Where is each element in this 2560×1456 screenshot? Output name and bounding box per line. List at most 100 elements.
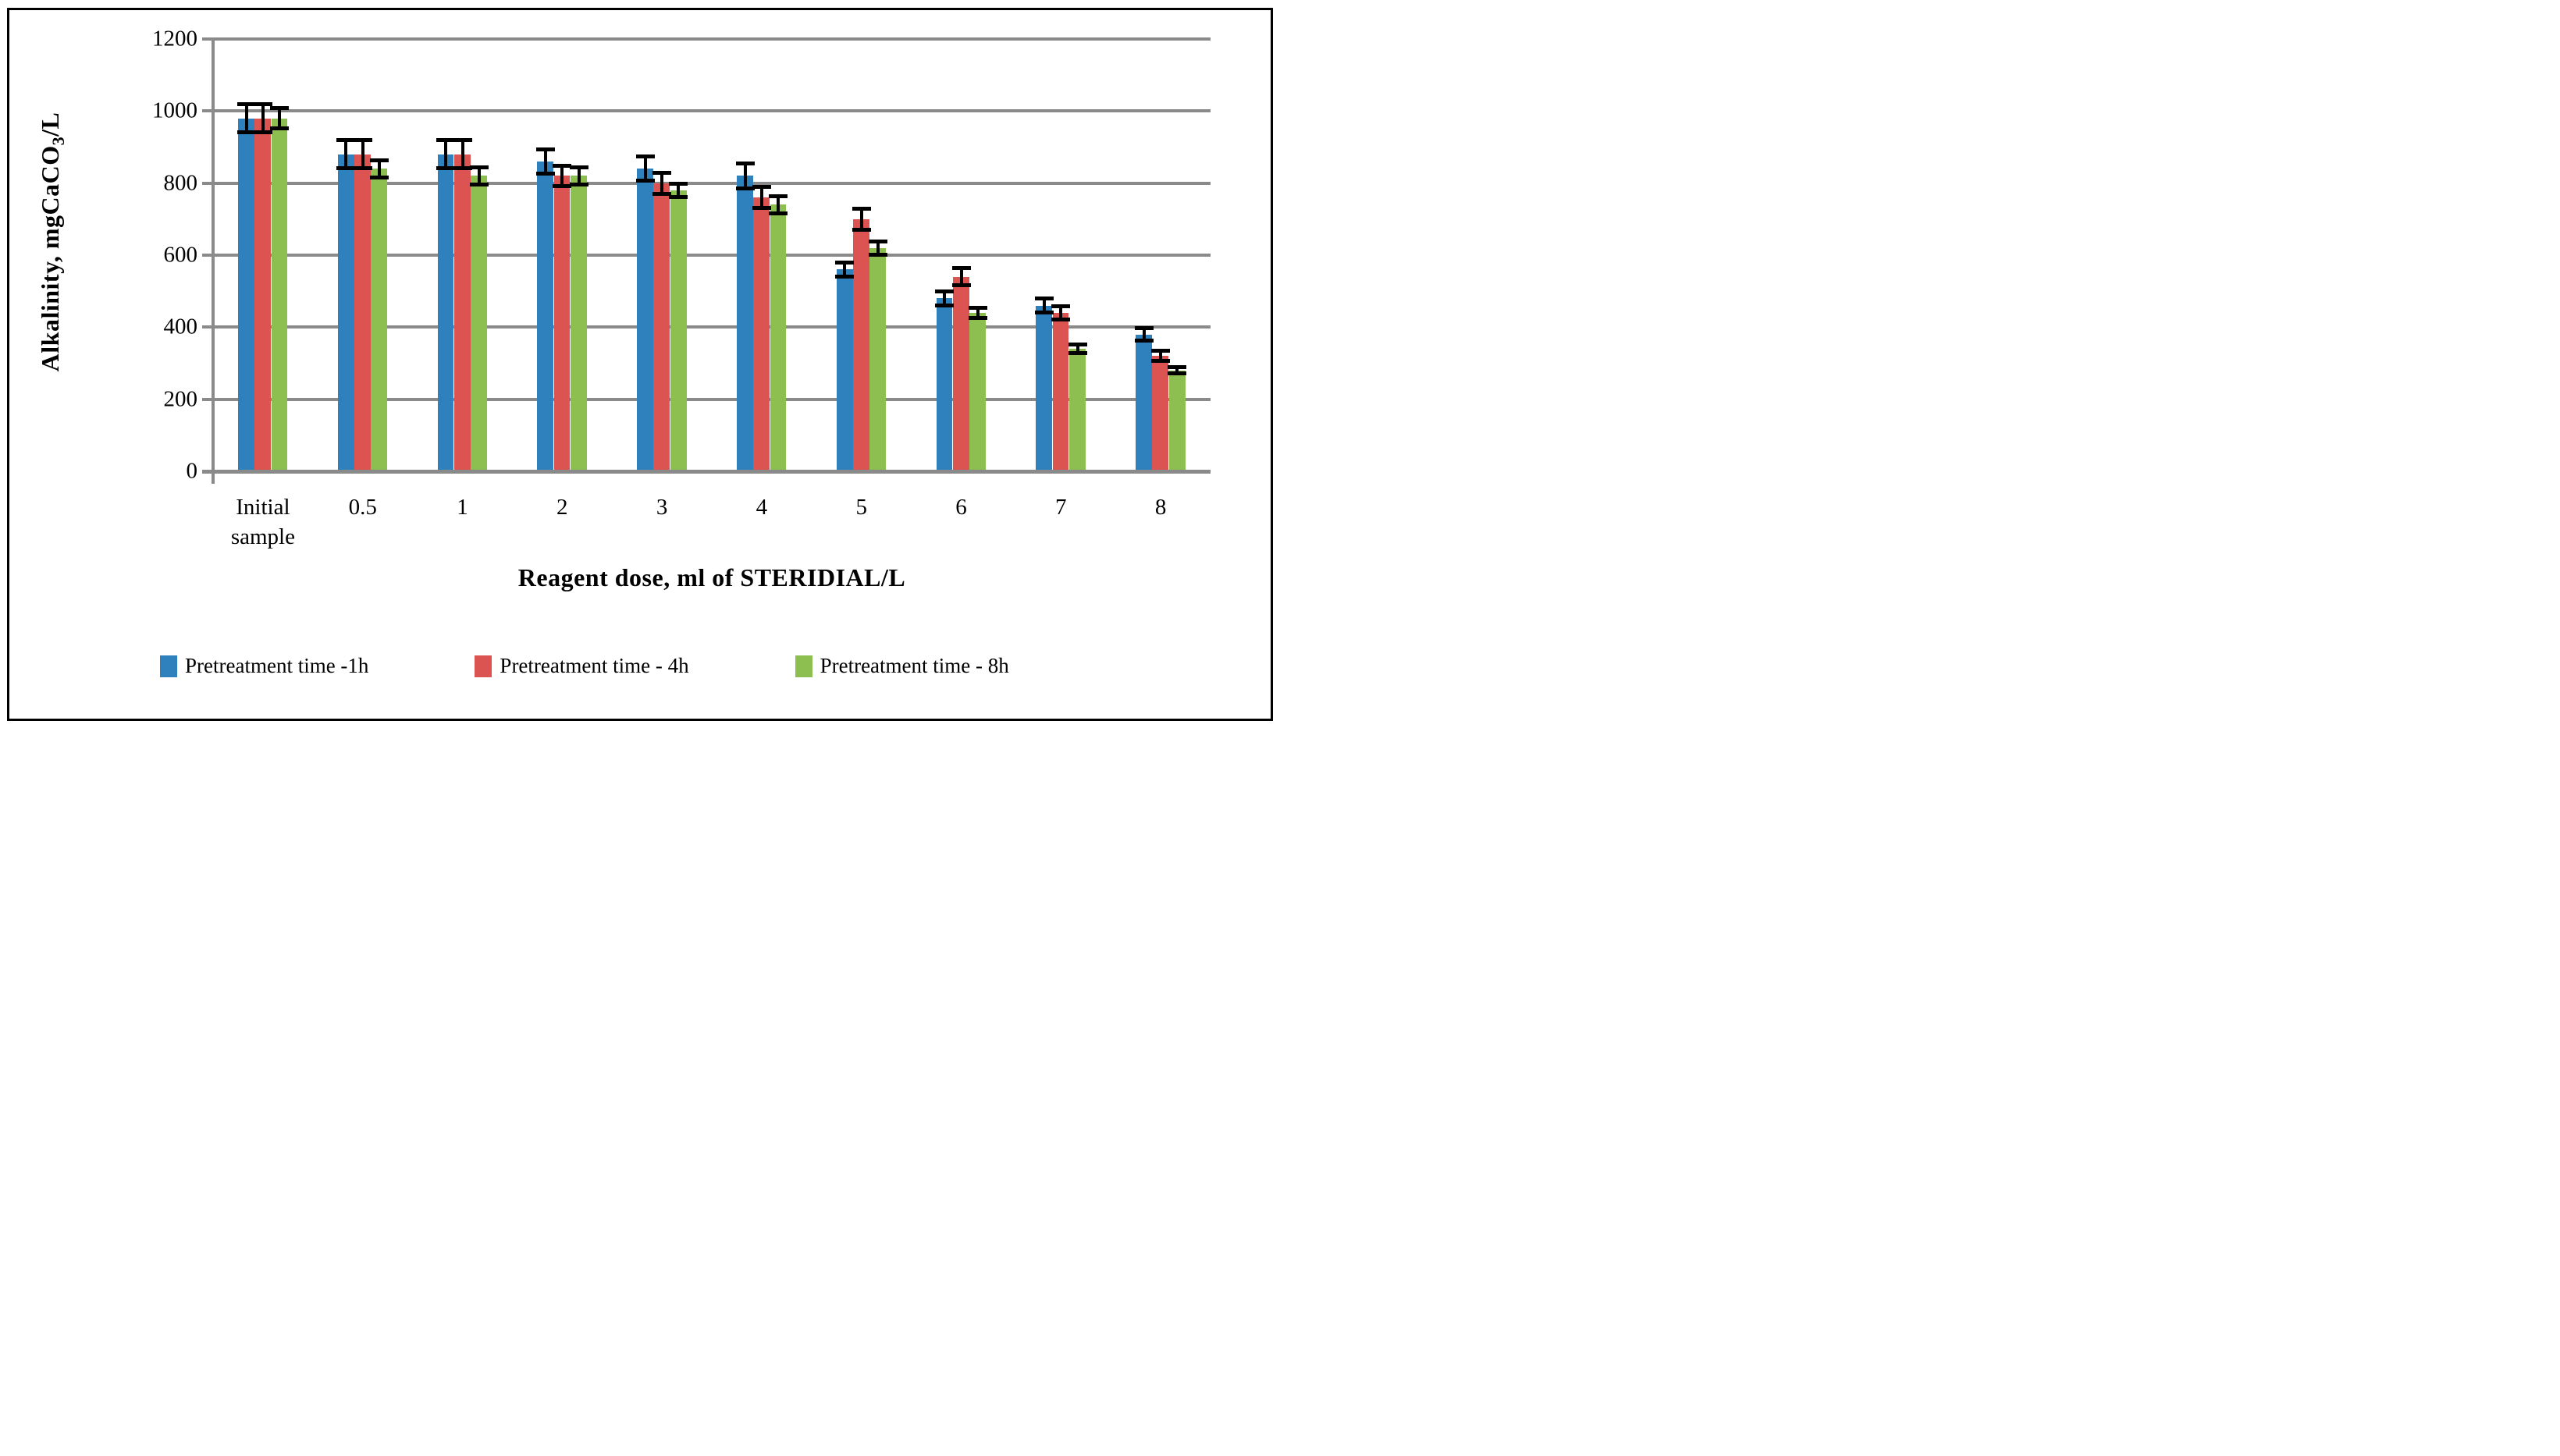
errorbar-s2-5-cap-bottom [852,227,871,232]
errorbar-s1-7-stem [1043,298,1046,313]
bar-s1-6 [936,298,953,471]
errorbar-s2-3-stem [660,172,664,194]
legend-swatch-2 [475,655,492,677]
errorbar-s1-3-cap-top [635,154,655,159]
legend-item-2: Pretreatment time - 4h [475,654,689,678]
errorbar-s2-6-cap-top [951,266,971,271]
errorbar-s1-0.5-cap-bottom [336,166,356,171]
errorbar-s2-6-stem [959,268,963,286]
legend-swatch-3 [795,655,812,677]
y-tick-label-800: 800 [163,170,198,196]
bar-s3-6 [969,312,986,471]
x-tick-label-0.5: 0.5 [348,495,377,520]
errorbar-s1-5-cap-top [835,261,855,265]
gridline-y-200 [202,397,1211,401]
legend-item-1: Pretreatment time -1h [160,654,368,678]
gridline-y-1200 [202,37,1211,41]
bar-s1-4 [736,176,753,471]
y-tick-label-1200: 1200 [152,26,197,51]
errorbar-s3-4-cap-bottom [769,211,788,215]
x-axis-title: Reagent dose, ml of STERIDIAL/L [517,563,906,591]
errorbar-s3-4-stem [777,195,780,214]
errorbar-s2-0.5-cap-bottom [353,166,372,171]
gridline-y-600 [202,254,1211,257]
chart-figure: Alkalinity, mgCaCO3/L 1200 1000 800 600 400 2… [0,0,1280,728]
plot-area: 1200 1000 800 600 400 200 0 Initial sample 0.5 1 2… [0,0,1280,728]
legend-label-1: Pretreatment time -1h [185,654,369,677]
legend-swatch-1 [160,655,177,677]
bar-s3-5 [869,247,887,471]
bar-s1-7 [1036,305,1053,471]
errorbar-s3-8-cap-bottom [1168,371,1187,376]
bar-s3-8 [1168,370,1186,471]
errorbar-s2-2-stem [560,165,564,187]
gridline-y-400 [202,325,1211,329]
bar-s1-5 [836,269,853,471]
legend: Pretreatment time -1h Pretreatment time -… [160,654,1009,678]
bar-s1-0.5 [337,154,354,471]
bar-s3-1 [471,176,487,471]
errorbar-s3-5-cap-top [869,239,887,243]
errorbar-s1-initial-sample-stem [244,104,248,133]
x-tick-label-2: 2 [556,495,568,520]
x-tick-label-4: 4 [756,495,768,520]
bar-s1-3 [637,169,653,471]
x-tick-label-5: 5 [855,495,867,520]
bar-s2-3 [653,183,670,471]
errorbar-s2-3-cap-top [652,170,672,175]
errorbar-s1-5-stem [843,262,847,277]
figure-border [7,8,1273,721]
errorbar-s1-1-stem [444,140,448,169]
errorbar-s1-1-cap-top [436,138,456,143]
errorbar-s1-2-cap-bottom [536,172,555,176]
bar-s2-4 [753,197,770,471]
bar-s3-0.5 [371,169,388,471]
errorbar-s2-7-cap-bottom [1051,318,1071,322]
y-tick-label-1000: 1000 [152,98,197,123]
errorbar-s3-5-stem [876,240,880,255]
x-tick-label-7: 7 [1055,495,1067,520]
errorbar-s3-initial-sample-stem [278,107,282,130]
errorbar-s3-7-cap-top [1068,343,1087,347]
errorbar-s3-7-cap-bottom [1068,350,1087,355]
errorbar-s1-4-cap-top [735,162,755,166]
errorbar-s2-8-cap-bottom [1151,359,1171,364]
errorbar-s2-5-stem [859,208,863,230]
bar-s2-2 [553,176,571,471]
errorbar-s1-2-cap-top [536,147,555,151]
x-axis-line [202,470,1211,474]
bar-s2-6 [952,276,969,471]
errorbar-s2-7-stem [1059,305,1063,321]
bar-s2-8 [1152,356,1169,471]
x-tick-label-1: 1 [457,495,468,520]
bar-s1-1 [437,154,454,471]
errorbar-s3-initial-sample-cap-bottom [270,126,290,131]
legend-label-3: Pretreatment time - 8h [820,654,1009,677]
errorbar-s2-4-stem [759,186,763,208]
errorbar-s3-initial-sample-cap-top [270,105,290,110]
errorbar-s3-2-stem [577,166,581,185]
errorbar-s3-3-stem [677,183,681,198]
errorbar-s1-2-stem [544,148,547,175]
errorbar-s2-initial-sample-cap-bottom [253,130,272,135]
errorbar-s3-4-cap-top [769,194,788,198]
errorbar-s2-4-cap-bottom [752,205,771,210]
y-tick-label-200: 200 [163,386,198,412]
bar-s1-8 [1136,334,1152,471]
errorbar-s3-0.5-cap-top [370,158,389,162]
errorbar-s1-5-cap-bottom [835,274,855,279]
errorbar-s2-3-cap-bottom [652,191,672,196]
x-tick-label-6: 6 [955,495,967,520]
errorbar-s3-6-cap-bottom [968,315,987,320]
y-tick-label-0: 0 [186,458,198,484]
errorbar-s1-0.5-stem [344,140,348,169]
errorbar-s1-8-cap-bottom [1134,338,1154,343]
errorbar-s2-0.5-stem [361,140,364,169]
bar-s2-7 [1052,312,1069,471]
errorbar-s1-4-cap-bottom [735,186,755,190]
errorbar-s1-7-cap-top [1035,297,1054,301]
errorbar-s2-5-cap-top [852,206,871,211]
errorbar-s1-8-stem [1142,328,1146,341]
bar-s2-1 [453,154,471,471]
x-tick-label-initial-sample: Initial sample [230,495,295,549]
